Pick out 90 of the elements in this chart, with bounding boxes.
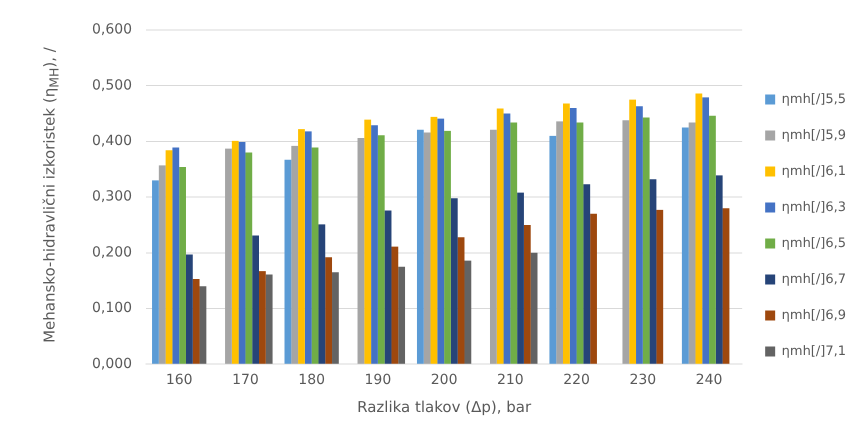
bar <box>450 198 458 364</box>
bar <box>158 165 166 364</box>
x-tick-label: 220 <box>563 372 590 388</box>
x-tick-label: 230 <box>629 372 656 388</box>
bar <box>318 224 326 364</box>
bar <box>510 122 518 364</box>
bar <box>437 118 444 364</box>
x-tick-label: 240 <box>696 372 722 388</box>
bar <box>200 286 206 364</box>
legend-label: ηmh[/]5,5 <box>782 92 846 107</box>
bar <box>430 116 438 364</box>
bar <box>245 152 252 364</box>
x-tick-label: 160 <box>166 372 193 388</box>
bar <box>358 138 364 364</box>
bar <box>416 130 424 364</box>
bar <box>179 167 186 364</box>
legend-label: ηmh[/]5,9 <box>782 128 846 143</box>
legend-label: ηmh[/]6,9 <box>782 308 846 323</box>
x-tick-label: 170 <box>232 372 259 388</box>
bar <box>622 120 630 364</box>
bar <box>186 254 193 364</box>
bar <box>722 208 730 364</box>
bar <box>636 106 643 364</box>
bar <box>391 246 398 364</box>
bar <box>695 94 702 364</box>
bar <box>298 129 305 364</box>
bar <box>152 180 159 364</box>
bar <box>563 104 570 364</box>
bar <box>583 184 590 364</box>
legend-label: ηmh[/]6,5 <box>782 236 846 251</box>
bar <box>576 122 584 364</box>
bar <box>496 108 504 364</box>
bar <box>524 224 531 364</box>
y-tick-label: 0,000 <box>92 356 132 372</box>
legend-label: ηmh[/]7,1 <box>782 344 846 359</box>
bar <box>682 127 689 364</box>
x-tick-label: 180 <box>298 372 326 388</box>
bar <box>656 210 664 364</box>
legend-label: ηmh[/]6,7 <box>782 272 846 287</box>
bar <box>504 114 510 364</box>
bar <box>702 97 710 364</box>
bar <box>642 117 650 364</box>
x-tick-label: 210 <box>496 372 524 388</box>
bar <box>464 260 472 364</box>
bar <box>490 130 497 364</box>
bar <box>166 150 172 364</box>
bar <box>291 146 298 364</box>
y-tick-label: 0,300 <box>92 188 132 205</box>
bar <box>332 272 339 364</box>
x-axis-title: Razlika tlakov (Δp), bar <box>357 398 532 416</box>
bar <box>458 237 464 364</box>
bar <box>325 257 332 364</box>
legend-label: ηmh[/]6,3 <box>782 200 846 215</box>
y-tick-label: 0,400 <box>92 133 132 150</box>
bar <box>259 271 266 364</box>
bar <box>238 142 246 364</box>
bar <box>378 135 385 364</box>
legend-label: ηmh[/]6,1 <box>782 164 846 179</box>
bar <box>266 274 273 364</box>
x-tick-label: 200 <box>430 372 458 388</box>
bar <box>225 148 232 364</box>
y-tick-label: 0,600 <box>92 22 132 38</box>
bar <box>304 131 312 364</box>
bar <box>444 130 451 364</box>
y-tick-label: 0,100 <box>92 300 132 316</box>
bar <box>424 132 431 364</box>
bar <box>688 122 696 364</box>
bar <box>312 148 318 364</box>
bar <box>364 120 372 364</box>
bar <box>556 121 564 364</box>
bar <box>232 140 239 364</box>
bar <box>530 252 538 364</box>
bar <box>172 148 180 364</box>
bar <box>590 214 597 364</box>
x-tick-label: 190 <box>364 372 392 388</box>
bar <box>549 136 556 364</box>
bar <box>716 175 723 364</box>
y-tick-label: 0,200 <box>92 244 132 260</box>
bar <box>284 160 292 364</box>
bar <box>252 236 260 364</box>
bar <box>192 278 200 364</box>
bar <box>384 210 392 364</box>
bar <box>709 116 716 364</box>
y-tick-label: 0,500 <box>92 77 132 94</box>
bar <box>398 266 406 364</box>
bar <box>650 179 656 364</box>
bar <box>517 192 524 364</box>
bar <box>629 100 636 364</box>
bar <box>371 125 378 364</box>
bar <box>570 108 577 364</box>
